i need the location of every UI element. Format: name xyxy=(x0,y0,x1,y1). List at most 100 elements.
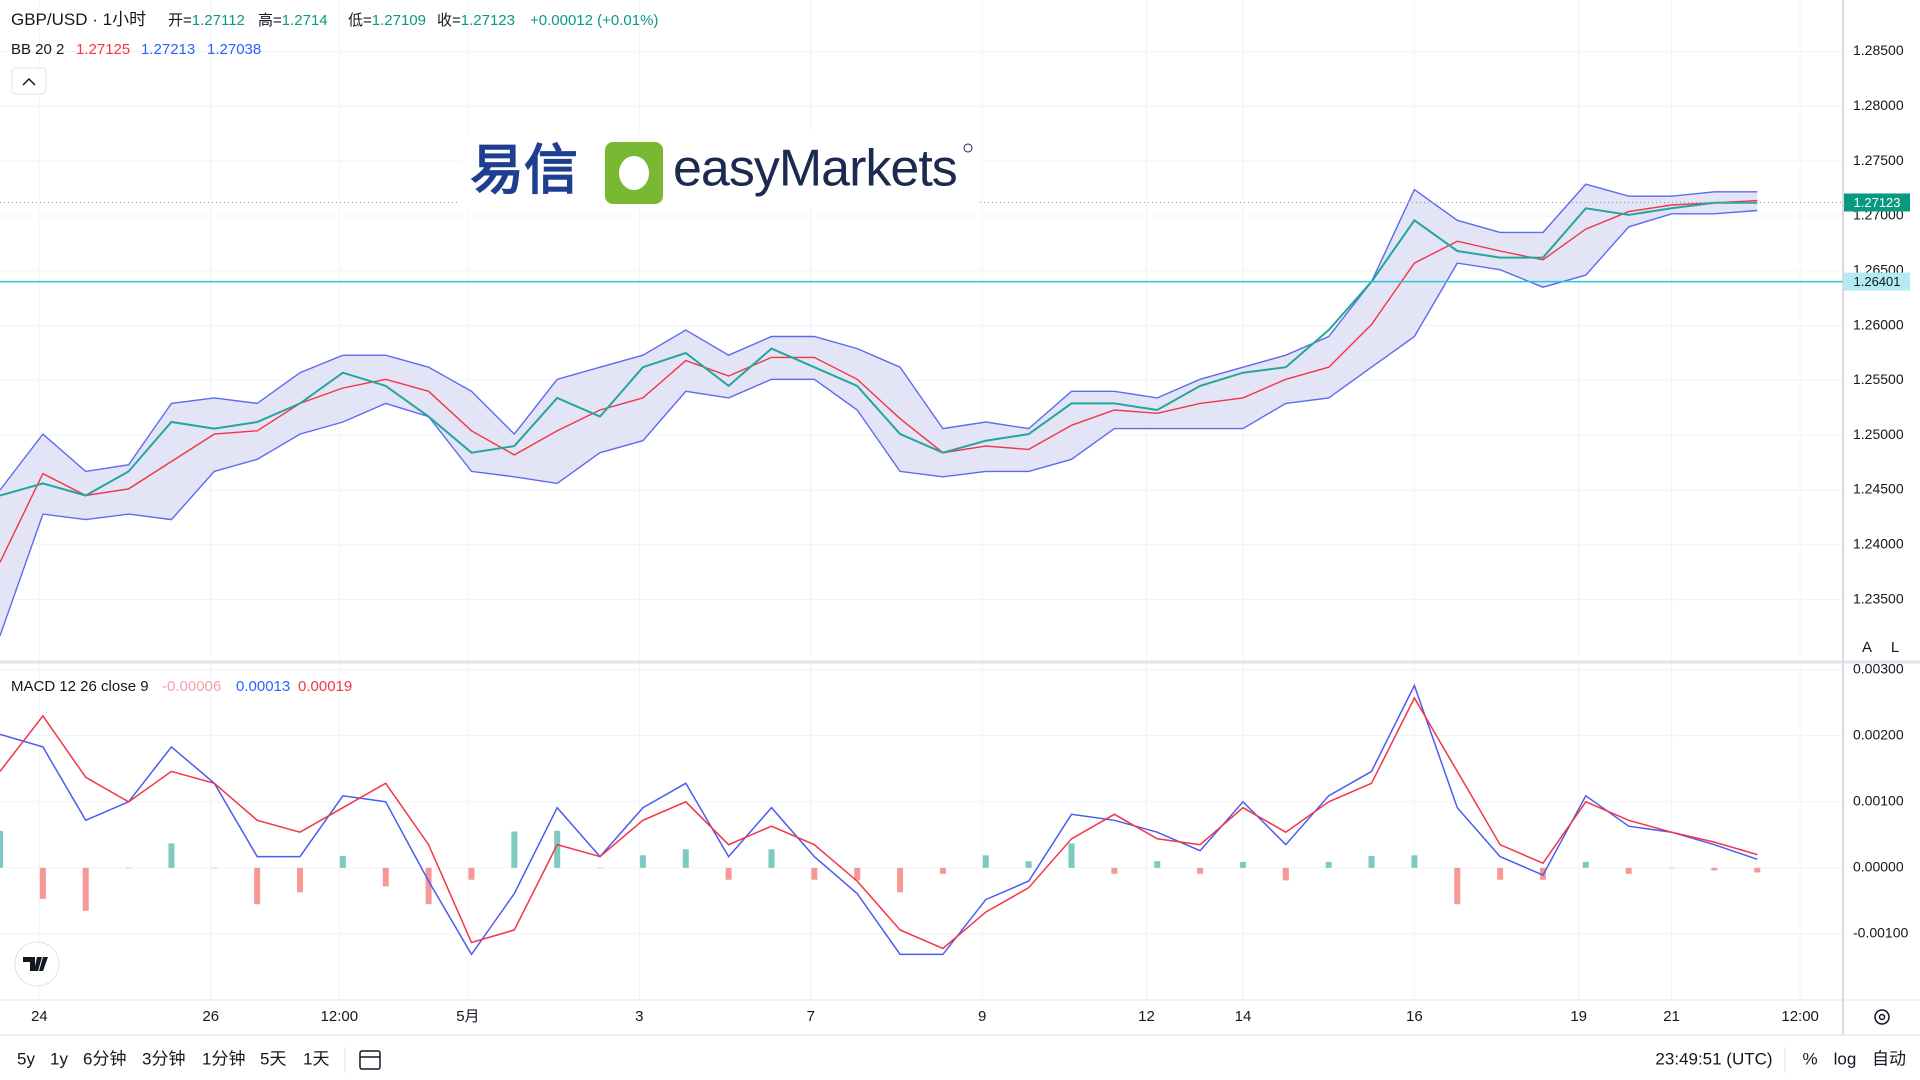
histogram-bar xyxy=(1368,855,1375,868)
histogram-bar xyxy=(1197,867,1204,874)
settings-icon[interactable] xyxy=(1874,1009,1890,1025)
range-button[interactable]: 5y xyxy=(17,1049,35,1068)
y-tick-label: -0.00100 xyxy=(1853,925,1908,941)
y-tick-label: 0.00200 xyxy=(1853,726,1904,742)
histogram-bar xyxy=(639,855,646,868)
histogram-bar xyxy=(1154,861,1161,868)
collapse-button[interactable] xyxy=(11,67,47,95)
y-tick-label: 0.00100 xyxy=(1853,792,1904,808)
change: +0.00012 (+0.01%) xyxy=(530,12,658,29)
x-tick-label: 21 xyxy=(1663,1008,1680,1025)
histogram-bar xyxy=(897,867,904,893)
x-tick-label: 14 xyxy=(1235,1008,1252,1025)
logo-en: easyMarkets xyxy=(673,140,957,198)
x-tick-label: 26 xyxy=(202,1008,219,1025)
histogram-bar xyxy=(297,867,304,893)
histogram-bar xyxy=(1711,867,1718,871)
plot xyxy=(0,183,1843,956)
histogram-bar xyxy=(0,830,3,868)
x-tick-label: 19 xyxy=(1570,1008,1587,1025)
histogram-bar xyxy=(1582,861,1589,868)
x-tick-label: 12 xyxy=(1138,1008,1155,1025)
price-line xyxy=(0,201,1758,497)
calendar-icon[interactable] xyxy=(359,1050,381,1070)
date-range-button[interactable] xyxy=(359,1050,381,1070)
ohlc-label: 高= xyxy=(258,12,282,29)
bollinger-line xyxy=(0,209,1758,637)
histogram-bar xyxy=(725,867,732,880)
x-tick-label: 3 xyxy=(635,1008,643,1025)
x-tick-label: 24 xyxy=(31,1008,48,1025)
histogram-bar xyxy=(1454,867,1461,905)
y-tick-label: 1.24000 xyxy=(1853,536,1904,552)
auto-scale-button[interactable] xyxy=(1855,635,1879,659)
x-tick-label: 5月 xyxy=(456,1008,479,1025)
ohlc-value: 1.27109 xyxy=(372,12,426,29)
header-line: GBP/USD · 1小时 开=1.27112 高=1.2714 低=1.271… xyxy=(11,10,658,29)
range-button[interactable]: 1y xyxy=(50,1049,68,1068)
macd-legend-value: -0.00006 xyxy=(162,678,221,695)
last-price-label: 1.27123 xyxy=(1854,195,1901,210)
x-tick-label: 12:00 xyxy=(1781,1008,1819,1025)
y-tick-label: 1.28500 xyxy=(1853,42,1904,58)
range-button[interactable]: 6分钟 xyxy=(83,1049,126,1068)
scale-buttons[interactable]: A L xyxy=(1855,635,1907,659)
histogram-bar xyxy=(939,867,946,874)
range-button[interactable]: 3分钟 xyxy=(142,1049,185,1068)
auto-scale-label[interactable]: A xyxy=(1862,639,1872,656)
ohlc-label: 低= xyxy=(348,12,372,29)
bb-legend: BB 20 2 1.27125 1.27213 1.27038 xyxy=(11,41,261,58)
y-tick-label: 1.25500 xyxy=(1853,371,1904,387)
histogram-bar xyxy=(39,867,46,899)
x-tick-label: 9 xyxy=(978,1008,986,1025)
x-tick-label: 12:00 xyxy=(321,1008,359,1025)
histogram-bar xyxy=(382,867,389,887)
auto-toggle[interactable]: 自动 xyxy=(1872,1049,1906,1068)
histogram-bar xyxy=(768,849,775,868)
histogram-bar xyxy=(854,867,861,881)
histogram-bar xyxy=(1111,867,1118,874)
settings-button[interactable] xyxy=(1874,1009,1890,1025)
price-label: 1.26401 xyxy=(1854,274,1901,289)
price-label-bg xyxy=(1844,272,1910,291)
histogram-bar xyxy=(1411,855,1418,868)
histogram-bar xyxy=(811,867,818,880)
ohlc-value: 1.2714 xyxy=(282,12,328,29)
histogram-bar xyxy=(982,855,989,868)
macd-legend-value: 0.00019 xyxy=(298,678,352,695)
macd-legend-value: 0.00013 xyxy=(236,678,290,695)
log-toggle[interactable]: log xyxy=(1834,1049,1857,1068)
y-tick-label: 1.26000 xyxy=(1853,316,1904,332)
logo-mark-dot xyxy=(619,156,649,190)
axes: 24 26 12:00 5月 3 7 9 12 14 16 19 21 12:00 1.23500 1.24… xyxy=(0,0,1920,1036)
histogram-bar xyxy=(1282,867,1289,881)
histogram-bar xyxy=(254,867,261,905)
clock: 23:49:51 (UTC) xyxy=(1655,1049,1772,1068)
percent-toggle[interactable]: % xyxy=(1802,1049,1817,1068)
histogram-bar xyxy=(1325,861,1332,868)
bollinger-line xyxy=(0,183,1758,491)
range-button[interactable]: 5天 xyxy=(260,1049,286,1068)
symbol: GBP/USD · 1小时 xyxy=(11,10,146,29)
logo-box xyxy=(460,132,980,208)
x-tick-label: 7 xyxy=(807,1008,815,1025)
range-button[interactable]: 1天 xyxy=(303,1049,329,1068)
log-scale-label[interactable]: L xyxy=(1891,639,1899,656)
bb-legend-name: BB 20 2 xyxy=(11,41,64,58)
y-tick-label: 1.27500 xyxy=(1853,152,1904,168)
y-tick-label: 1.23500 xyxy=(1853,590,1904,606)
ohlc-label: 开= xyxy=(168,12,192,29)
range-button[interactable]: 1分钟 xyxy=(202,1049,245,1068)
macd-legend-name: MACD 12 26 close 9 xyxy=(11,678,149,695)
y-tick-label: 0.00000 xyxy=(1853,859,1904,875)
collapse-button-box[interactable] xyxy=(11,67,47,95)
tv-badge[interactable] xyxy=(14,941,60,987)
toolbar: 5y 1y 6分钟 3分钟 1分钟 5天 1天 23:49:51 (UTC) %… xyxy=(17,1047,1906,1073)
logo-registered xyxy=(963,143,973,153)
logo: 易信 easyMarkets xyxy=(460,132,980,208)
log-scale-button[interactable] xyxy=(1883,635,1907,659)
histogram-bar xyxy=(1068,843,1075,868)
settings-icon-center xyxy=(1878,1013,1886,1021)
ohlc-label: 收= xyxy=(437,12,461,29)
